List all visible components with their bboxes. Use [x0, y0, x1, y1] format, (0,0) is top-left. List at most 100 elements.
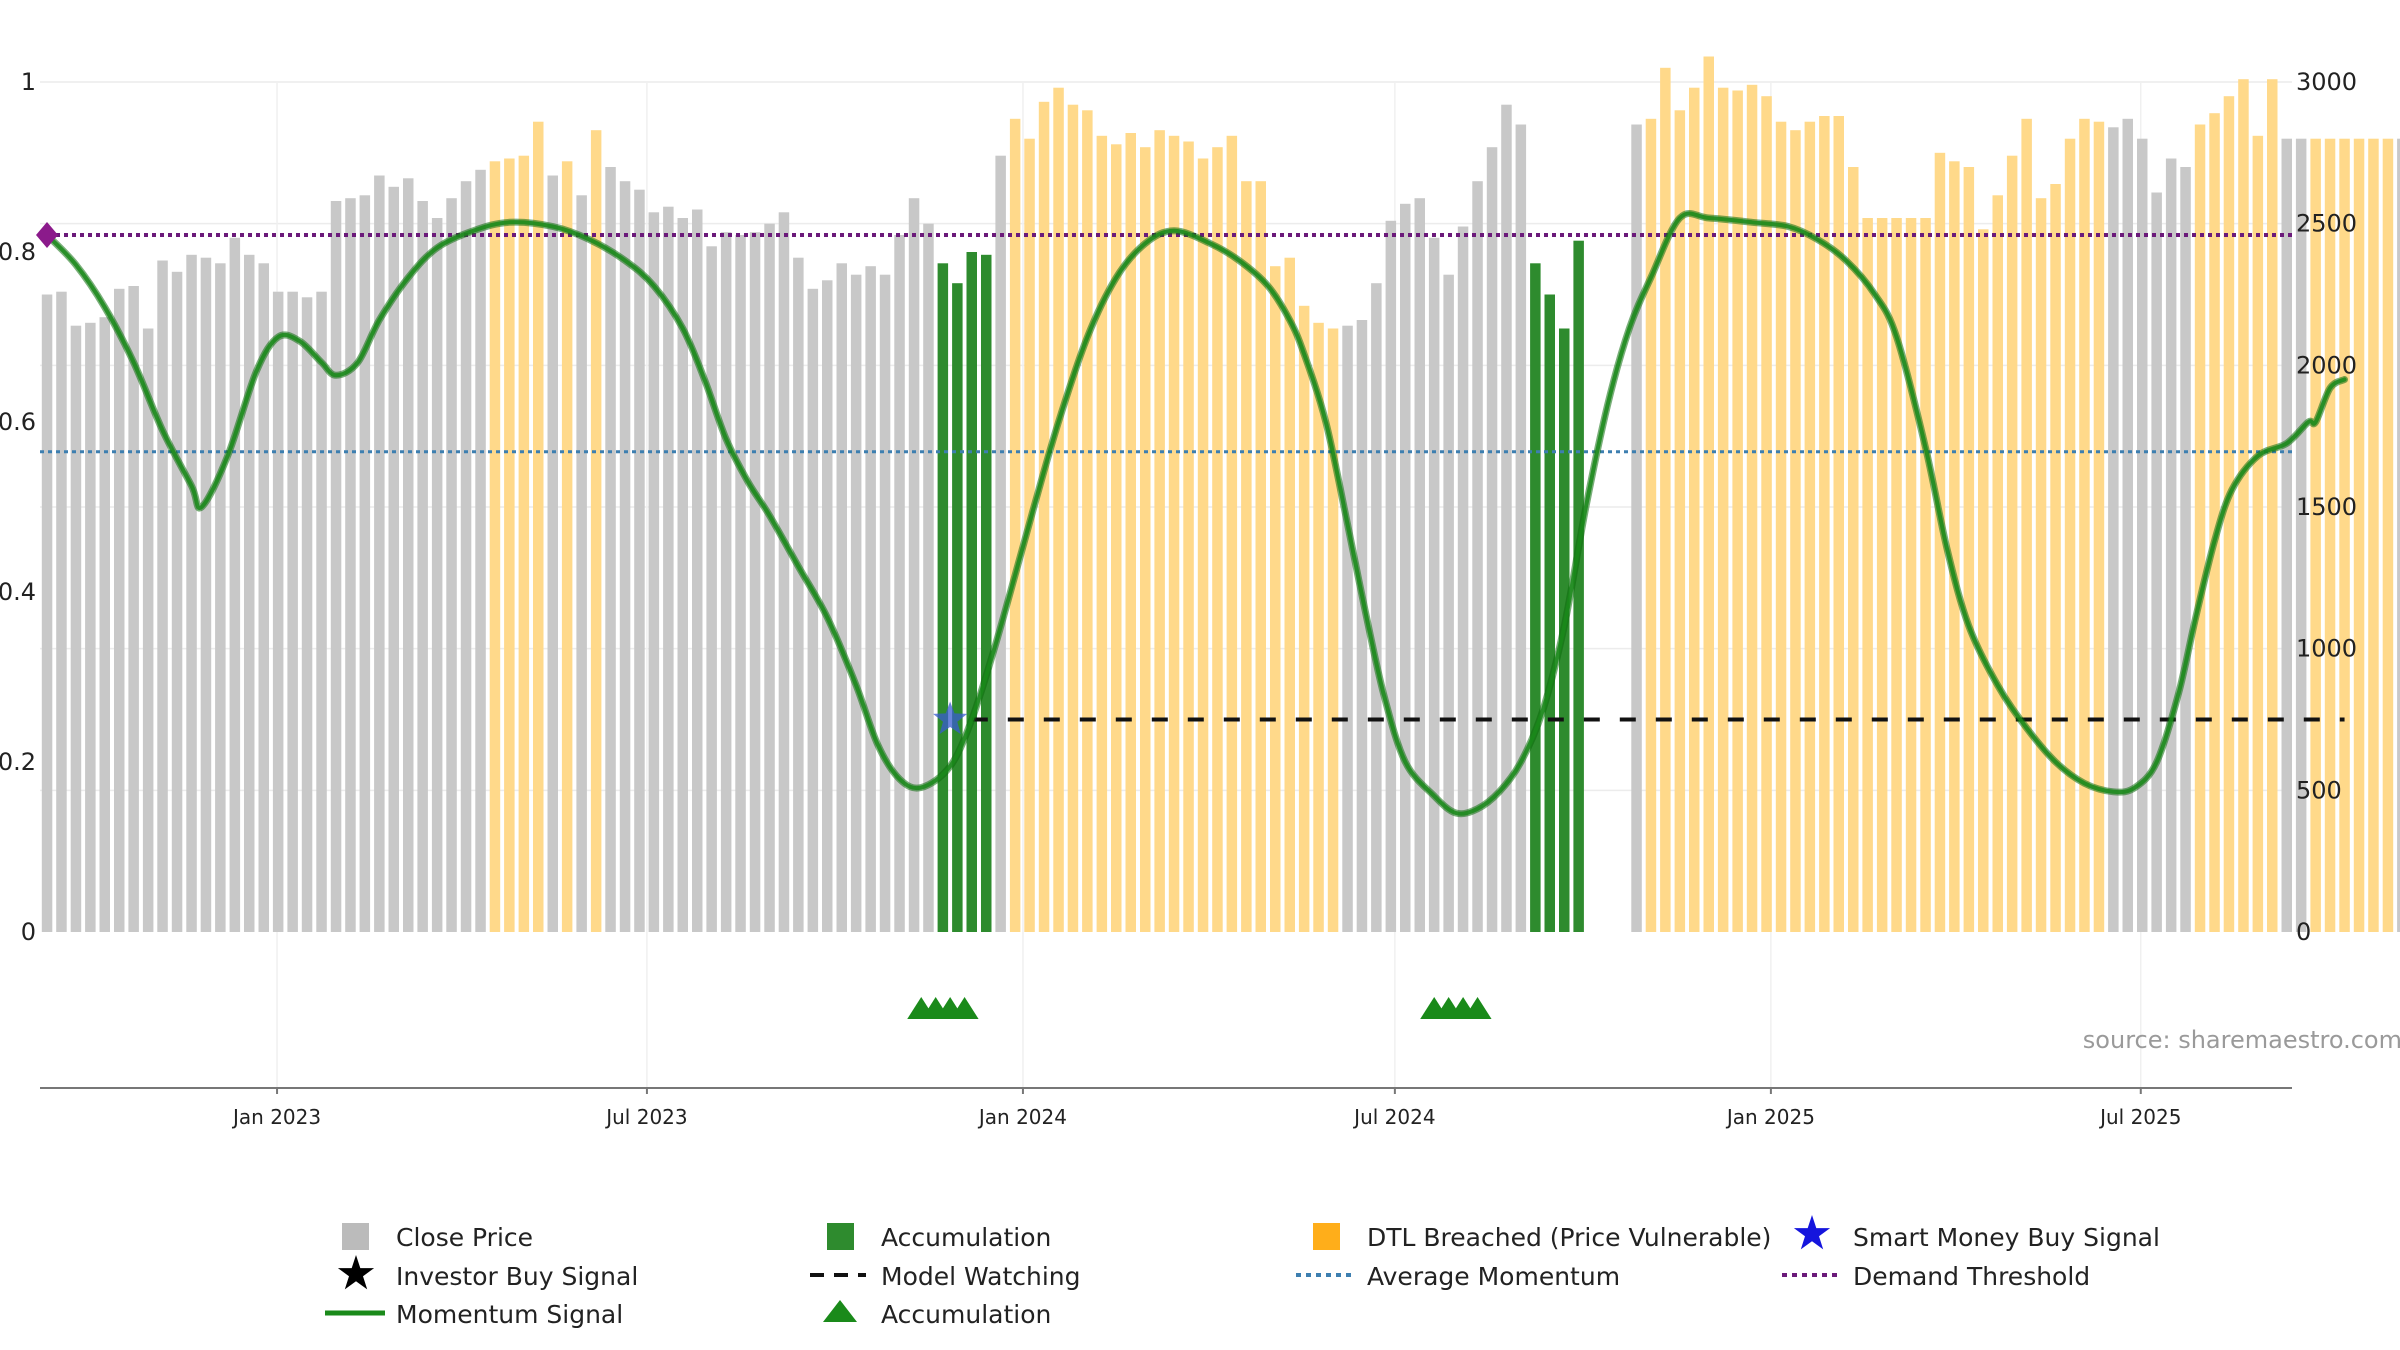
close-price-bar [692, 209, 703, 932]
accumulation-bar [937, 263, 949, 932]
dtl-breached-bar [1053, 87, 1064, 932]
right-axis-tick: 1000 [2296, 635, 2357, 663]
dtl-breached-bar [1790, 130, 1801, 932]
dtl-breached-bar [2223, 96, 2235, 932]
dtl-breached-bar [561, 161, 573, 933]
accumulation-bar [981, 254, 992, 933]
close-price-bar [807, 288, 819, 932]
signal-markers [36, 222, 1492, 1019]
close-price-bar [2180, 167, 2191, 932]
close-price-bar [2295, 138, 2307, 932]
close-price-bar [41, 294, 53, 932]
dtl-breached-bar [1949, 161, 1960, 933]
dtl-breached-bar [1241, 181, 1252, 932]
close-price-bar [1515, 124, 1527, 932]
close-price-bar [388, 186, 399, 933]
close-price-bar [186, 254, 197, 933]
momentum-signal-line [43, 209, 2348, 818]
legend-accumulation: Accumulation [827, 1223, 1051, 1252]
dtl-breached-bar [1848, 167, 1859, 932]
close-price-bar [431, 218, 443, 932]
accumulation-bar [1544, 294, 1555, 932]
close-price-bar [2281, 138, 2292, 932]
legend-dtl-label: DTL Breached (Price Vulnerable) [1367, 1223, 1771, 1252]
legend-investor-buy-label: Investor Buy Signal [396, 1262, 638, 1291]
close-price-swatch [342, 1223, 369, 1250]
green-triangle-icon [823, 1300, 857, 1322]
dtl-breached-bar [1255, 181, 1266, 932]
legend-close-price: Close Price [342, 1223, 533, 1252]
x-axis-tick: Jan 2023 [231, 1105, 321, 1129]
left-axis-tick: 0.2 [0, 748, 36, 776]
x-axis-tick: Jan 2024 [977, 1105, 1067, 1129]
close-price-bar [2397, 138, 2400, 932]
dtl-breached-bar [2064, 138, 2076, 932]
dtl-breached-bar [1978, 229, 1989, 933]
legend-avg-momentum-label: Average Momentum [1367, 1262, 1620, 1291]
legend-close-price-label: Close Price [396, 1223, 533, 1252]
legend-smart-money: Smart Money Buy Signal [1793, 1215, 2160, 1252]
dtl-breached-bar [1804, 121, 1816, 932]
close-price-bar [330, 201, 342, 932]
accumulation-triangle [1463, 997, 1492, 1019]
legend-demand-threshold: Demand Threshold [1782, 1262, 2090, 1291]
dtl-breached-bar [1096, 135, 1108, 933]
dtl-breached-bar [2339, 138, 2350, 932]
legend-accumulation-marker-label: Accumulation [881, 1300, 1051, 1329]
close-price-bar [258, 263, 269, 932]
close-price-bar [2122, 118, 2133, 933]
dtl-breached-bar [1298, 305, 1310, 932]
black-star-icon [337, 1255, 375, 1290]
dtl-breached-bar [2267, 79, 2278, 932]
x-axis-tick: Jul 2023 [604, 1105, 687, 1129]
momentum-signal [45, 211, 2347, 816]
dtl-breached-bar [1111, 144, 1122, 933]
dtl-breached-bar [2194, 124, 2206, 932]
x-axis-tick: Jan 2025 [1725, 1105, 1815, 1129]
close-price-bar [836, 263, 847, 932]
close-price-bar [316, 291, 327, 932]
dtl-breached-bar [2324, 138, 2336, 932]
dtl-breached-bar [1905, 218, 1917, 932]
close-price-bar [2165, 158, 2177, 932]
close-price-bar [374, 175, 385, 932]
dtl-breached-bar [1674, 110, 1686, 933]
dtl-breached-bar [1270, 266, 1281, 932]
dtl-breached-bar [1761, 96, 1772, 932]
dtl-breached-bar [1775, 121, 1787, 932]
dtl-breached-bar [1963, 167, 1975, 932]
dtl-breached-bar [1125, 133, 1136, 932]
dtl-breached-bar [1717, 87, 1729, 932]
close-price-bar [1342, 325, 1353, 932]
legend-demand-threshold-label: Demand Threshold [1853, 1262, 2090, 1291]
close-price-bar [1414, 198, 1425, 932]
dtl-breached-bar [590, 130, 602, 932]
close-price-bar [272, 291, 284, 932]
dtl-breached-bar [1082, 110, 1093, 933]
close-price-bar [157, 260, 168, 932]
close-price-bar [923, 223, 934, 932]
dtl-breached-bar [1009, 118, 1021, 933]
dtl-breached-bar [1689, 87, 1700, 932]
close-price-bar [1472, 181, 1483, 932]
left-axis-tick: 0.8 [0, 238, 36, 266]
close-price-bar [85, 322, 96, 932]
close-price-bar [879, 274, 891, 932]
dtl-breached-bar [2368, 138, 2379, 932]
dtl-breached-bar [1746, 84, 1758, 933]
close-price-bar [446, 198, 457, 932]
close-price-bar [1428, 237, 1440, 933]
close-price-bar [648, 212, 660, 933]
close-price-bar [301, 297, 313, 932]
accumulation-bar [952, 283, 963, 932]
right-axis-tick: 500 [2296, 776, 2342, 804]
dtl-breached-bar [2093, 121, 2105, 932]
dtl-breached-bar [2238, 79, 2249, 932]
legend-smart-money-label: Smart Money Buy Signal [1853, 1223, 2160, 1252]
dtl-breached-bar [1197, 158, 1209, 932]
dtl-breached-bar [2209, 113, 2220, 932]
dtl-breached-bar [533, 121, 544, 932]
legend: Close Price Accumulation DTL Breached (P… [325, 1215, 2160, 1329]
close-price-bar [287, 291, 298, 932]
